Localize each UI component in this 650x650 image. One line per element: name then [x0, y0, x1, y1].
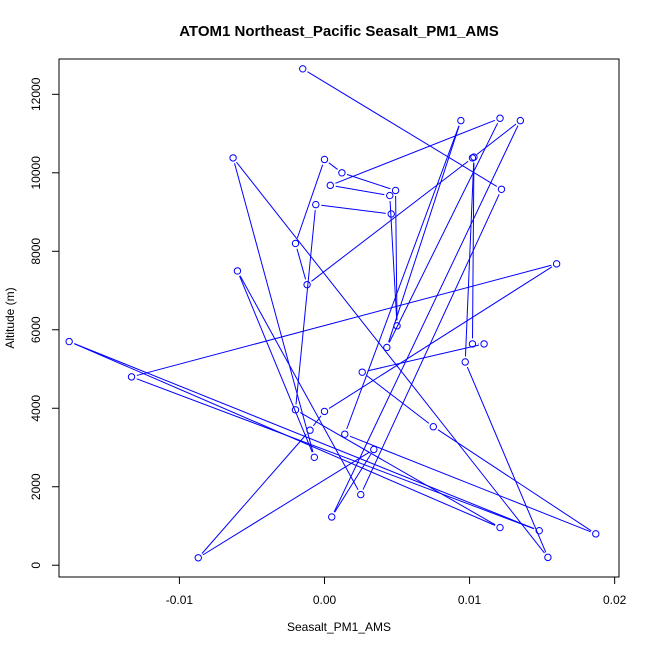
data-point: [127, 373, 136, 381]
data-point: [552, 260, 561, 268]
series-segment: [472, 162, 475, 339]
data-point: [386, 191, 394, 200]
data-point: [358, 368, 366, 376]
x-tick-label: -0.01: [166, 593, 194, 607]
series-segment: [335, 185, 385, 196]
data-point: [544, 553, 552, 562]
data-point: [310, 453, 319, 462]
series-segment: [334, 453, 372, 513]
data-point: [291, 239, 300, 248]
series-segment: [311, 160, 469, 282]
series-segment: [321, 204, 386, 214]
x-tick-label: 0.00: [313, 593, 337, 607]
series-segment: [346, 174, 391, 190]
series-segment: [312, 415, 322, 427]
data-point: [328, 513, 336, 521]
x-tick-label: 0.01: [458, 593, 482, 607]
series-segment: [388, 122, 499, 343]
series-segment: [136, 378, 535, 530]
data-point: [461, 358, 469, 366]
data-point: [357, 490, 365, 499]
x-axis: -0.01 0.00 0.01 0.02: [166, 576, 627, 607]
x-axis-label: Seasalt_PM1_AMS: [287, 620, 391, 634]
data-point: [306, 426, 314, 434]
data-point: [592, 530, 600, 538]
data-point: [496, 523, 504, 532]
series-segment: [234, 163, 314, 453]
series-segment: [239, 275, 359, 491]
series-segment: [201, 434, 307, 554]
series-segment: [328, 162, 338, 170]
data-point: [497, 185, 506, 193]
data-point: [229, 154, 237, 162]
series-segment: [476, 123, 517, 155]
series-segment: [295, 210, 316, 405]
data-point: [387, 210, 395, 218]
series-segment: [299, 412, 496, 526]
data-point: [233, 267, 242, 275]
series-segment: [464, 162, 475, 357]
series-segment: [296, 164, 324, 239]
data-point: [391, 186, 400, 195]
y-tick-label: 0: [29, 562, 43, 569]
data-point: [393, 322, 401, 330]
data-point: [496, 114, 504, 122]
series-segment: [437, 429, 592, 532]
series-segment: [389, 201, 398, 321]
data-point: [470, 153, 478, 161]
data-point: [370, 445, 378, 454]
data-point: [457, 116, 465, 125]
series-segment: [239, 275, 313, 453]
data-point: [468, 154, 477, 162]
data-point: [303, 280, 311, 289]
series-segment: [296, 248, 307, 280]
chart-title: ATOM1 Northeast_Pacific Seasalt_PM1_AMS: [179, 23, 499, 40]
data-point: [383, 343, 391, 352]
data-point: [320, 407, 329, 416]
data-point: [338, 169, 346, 177]
data-point: [291, 406, 300, 414]
series-segment: [74, 343, 535, 530]
series-segment: [136, 264, 552, 376]
series-segment: [74, 343, 496, 526]
data-point: [312, 200, 320, 209]
series-segment: [236, 161, 545, 554]
series-segment: [466, 366, 547, 553]
data-point: [194, 554, 202, 562]
data-point: [429, 423, 438, 431]
y-tick-label: 10000: [29, 156, 43, 190]
series-points: [65, 65, 600, 562]
data-point: [299, 65, 307, 73]
series-segment: [349, 435, 591, 533]
y-axis: 0 2000 4000 6000 8000 10000 12000: [29, 77, 60, 569]
y-tick-label: 2000: [29, 473, 43, 500]
series-segment: [307, 71, 498, 187]
series-segment: [362, 194, 500, 490]
series-segment: [366, 375, 430, 424]
y-axis-label: Altitude (m): [3, 287, 17, 348]
y-tick-label: 4000: [29, 395, 43, 422]
data-point: [341, 430, 349, 438]
data-point: [468, 340, 477, 348]
series-segment: [335, 119, 496, 184]
y-tick-label: 8000: [29, 238, 43, 265]
x-tick-label: 0.02: [603, 593, 627, 607]
series-segment: [346, 125, 460, 430]
series-segment: [388, 125, 460, 343]
data-point: [65, 337, 73, 346]
data-point: [535, 526, 543, 535]
series-segment: [202, 451, 370, 556]
series-segment: [328, 266, 553, 409]
data-point: [516, 116, 525, 125]
y-tick-label: 12000: [29, 77, 43, 111]
series-segment: [367, 344, 479, 372]
data-point: [320, 155, 329, 164]
data-point: [480, 340, 488, 348]
y-tick-label: 6000: [29, 316, 43, 343]
series-lines: [74, 71, 592, 556]
data-point: [326, 181, 334, 190]
series-segment: [333, 125, 519, 513]
